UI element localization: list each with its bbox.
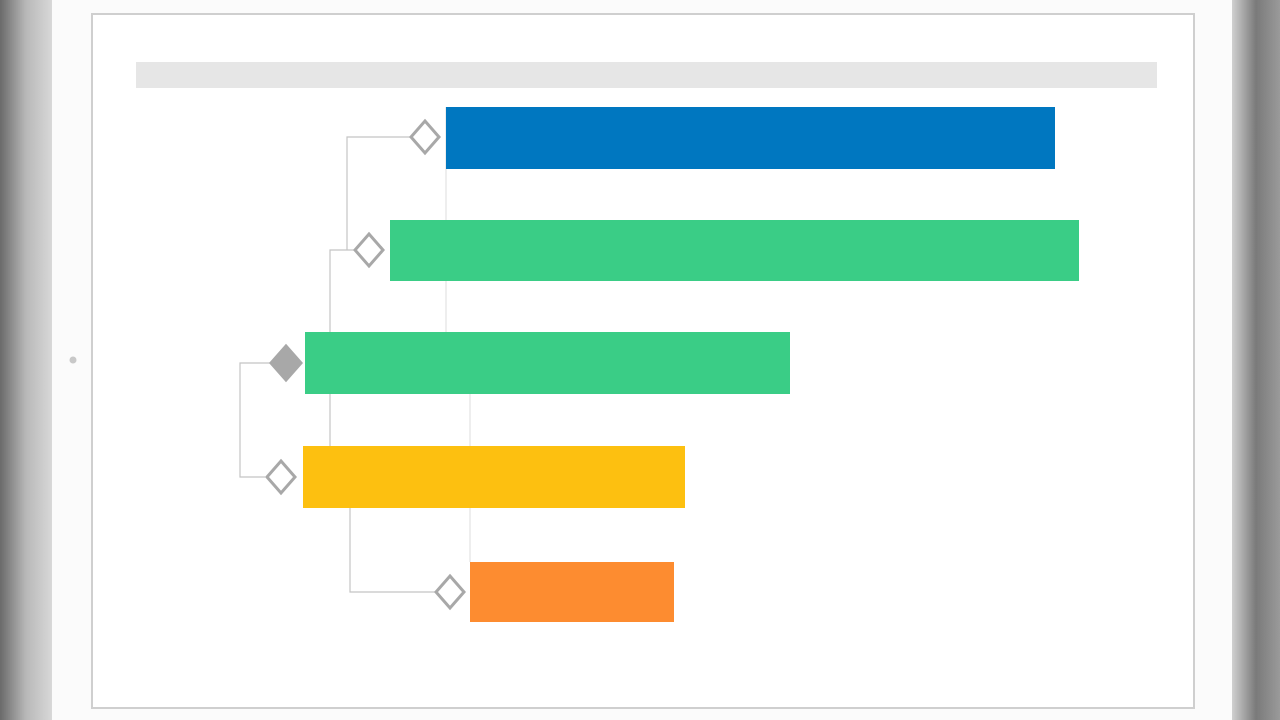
connector	[346, 136, 410, 250]
task-bar	[446, 107, 1055, 169]
task-bar	[303, 446, 685, 508]
milestone	[409, 118, 441, 156]
milestone	[434, 573, 466, 611]
dot	[69, 356, 77, 364]
task-bar	[470, 562, 674, 622]
background-right	[1232, 0, 1280, 720]
background-left	[0, 0, 52, 720]
title-placeholder	[136, 62, 1157, 88]
task-bar	[390, 220, 1079, 281]
milestone	[265, 458, 297, 496]
milestone	[353, 231, 385, 269]
milestone	[268, 343, 304, 383]
connector	[329, 249, 354, 477]
milestones	[265, 118, 466, 611]
task-bar	[305, 332, 790, 394]
connector	[239, 362, 270, 478]
